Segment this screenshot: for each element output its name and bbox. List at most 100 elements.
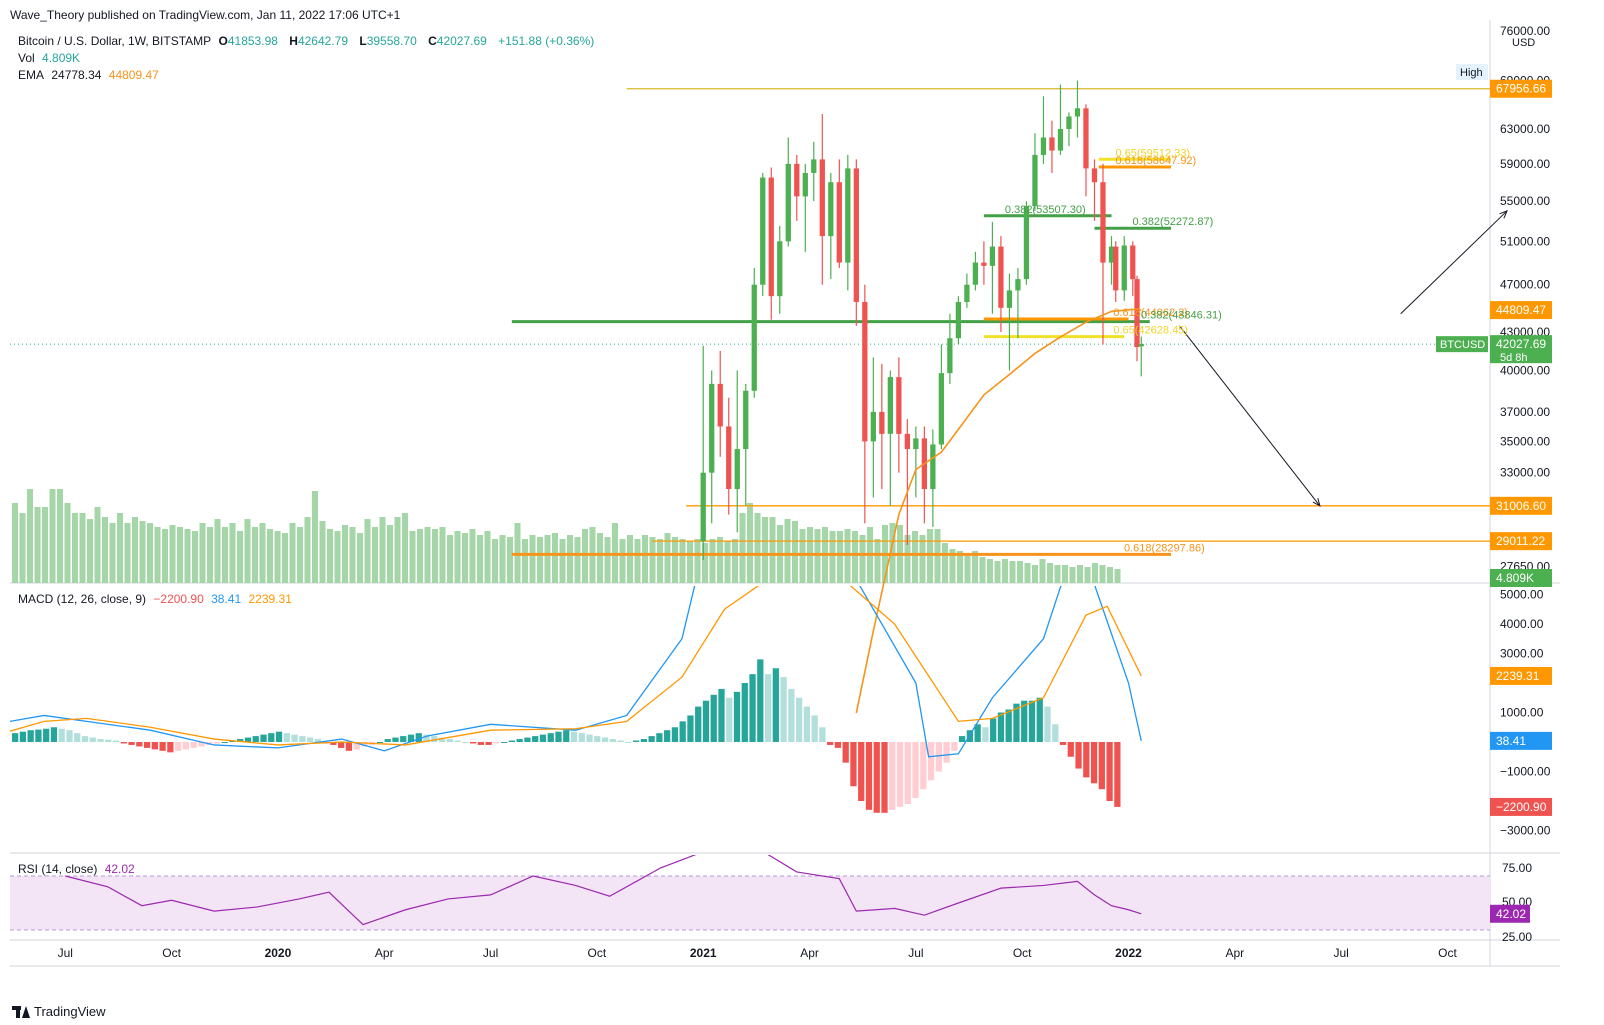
- volume-bar: [87, 519, 93, 583]
- volume-bar: [409, 531, 416, 583]
- candle-body: [955, 301, 962, 339]
- volume-bar: [1017, 561, 1023, 583]
- price-marker: [1490, 496, 1552, 515]
- price-marker-value: 44809.47: [1496, 303, 1546, 317]
- candle-body: [734, 449, 740, 490]
- volume-bar: [229, 523, 236, 583]
- macd-histogram-bar: [314, 739, 321, 742]
- candle-body: [785, 163, 791, 242]
- macd-histogram-bar: [454, 740, 461, 742]
- price-marker: [1490, 532, 1552, 551]
- volume-bar: [102, 517, 108, 583]
- macd-histogram-bar: [384, 739, 391, 742]
- volume-bar: [312, 491, 318, 583]
- macd-histogram-bar: [664, 730, 671, 742]
- volume-bar: [252, 527, 258, 583]
- candle-body: [938, 373, 945, 445]
- volume-bar: [754, 513, 761, 583]
- macd-tick-label: −1000.00: [1500, 765, 1551, 779]
- price-tick-label: 55000.00: [1500, 194, 1550, 208]
- macd-histogram-bar: [1075, 742, 1082, 769]
- macd-histogram-bar: [275, 731, 283, 742]
- macd-histogram-bar: [151, 742, 158, 750]
- macd-histogram-bar: [1036, 697, 1043, 742]
- macd-histogram-bar: [35, 729, 42, 742]
- macd-histogram-bar: [532, 736, 539, 742]
- macd-histogram-bar: [268, 733, 275, 742]
- macd-histogram-bar: [656, 733, 663, 742]
- macd-histogram-bar: [190, 742, 197, 748]
- macd-histogram-bar: [726, 697, 733, 742]
- volume-bar: [342, 525, 348, 583]
- price-tick-label: 63000.00: [1500, 122, 1550, 136]
- price-marker-value: 31006.60: [1496, 499, 1546, 513]
- macd-tick-label: 5000.00: [1500, 588, 1544, 602]
- volume-bar: [694, 539, 701, 583]
- macd-histogram-bar: [1044, 706, 1051, 742]
- price-marker-value: 4.809K: [1496, 571, 1534, 585]
- candle-body: [1040, 137, 1047, 155]
- price-tick-label: 35000.00: [1500, 434, 1550, 448]
- rsi-value: 42.02: [104, 862, 135, 876]
- macd-hist-value: −2200.90: [153, 592, 204, 606]
- time-tick-label: Jul: [483, 946, 498, 960]
- volume-bar: [34, 507, 41, 583]
- macd-marker-value: 2239.31: [1496, 669, 1540, 683]
- volume-label[interactable]: Vol: [18, 51, 35, 65]
- volume-bar: [199, 523, 206, 583]
- macd-histogram-bar: [19, 731, 27, 742]
- fib-annotation: 0.65(42628.45): [1113, 325, 1188, 337]
- macd-label[interactable]: MACD (12, 26, close, 9): [18, 592, 147, 606]
- rsi-marker: [1490, 904, 1530, 923]
- candle-body: [1108, 246, 1115, 263]
- macd-histogram-bar: [601, 737, 609, 742]
- volume-bar: [679, 539, 686, 583]
- macd-histogram-bar: [338, 742, 345, 748]
- macd-signal-value: 2239.31: [248, 592, 292, 606]
- volume-bar: [372, 527, 378, 583]
- candle-body: [998, 246, 1004, 308]
- time-tick-label: Apr: [375, 946, 394, 960]
- macd-histogram-bar: [1021, 700, 1028, 742]
- publish-note: Wave_Theory published on TradingView.com…: [10, 8, 401, 22]
- macd-histogram-bar: [547, 733, 554, 742]
- rsi-label[interactable]: RSI (14, close): [18, 862, 98, 876]
- change-value: +151.88 (+0.36%): [498, 34, 595, 48]
- time-tick-label: Jul: [908, 946, 923, 960]
- macd-histogram-bar: [1052, 724, 1059, 742]
- candle-body: [1074, 108, 1081, 117]
- volume-bar: [1092, 563, 1098, 583]
- macd-histogram-bar: [198, 742, 205, 747]
- volume-bar: [904, 535, 911, 583]
- volume-bar: [177, 527, 183, 583]
- macd-histogram-bar: [446, 739, 453, 742]
- macd-histogram-bar: [407, 734, 415, 742]
- ema-label[interactable]: EMA: [18, 68, 45, 82]
- candle-body: [726, 426, 732, 490]
- macd-histogram-bar: [361, 742, 368, 747]
- candle-body: [828, 182, 834, 237]
- candle-body: [981, 262, 987, 266]
- symbol-title[interactable]: Bitcoin / U.S. Dollar, 1W, BITSTAMP: [18, 34, 212, 48]
- macd-histogram-bar: [780, 677, 787, 742]
- price-marker: [1490, 79, 1552, 98]
- macd-histogram-bar: [392, 737, 399, 742]
- candle-body: [709, 383, 715, 473]
- volume-bar: [357, 533, 363, 583]
- volume-bar: [304, 517, 311, 583]
- volume-bar: [484, 531, 491, 583]
- time-tick-label: Jul: [58, 946, 73, 960]
- volume-bar: [289, 523, 296, 583]
- volume-bar: [792, 521, 798, 583]
- close-label: C: [428, 34, 437, 48]
- candle-body: [1057, 129, 1064, 151]
- volume-bar: [1054, 565, 1061, 583]
- macd-histogram-bar: [958, 736, 966, 742]
- volume-bar: [649, 537, 656, 583]
- high-value: 42642.79: [297, 34, 348, 48]
- candle-body: [972, 262, 979, 285]
- volume-bar: [139, 521, 146, 583]
- volume-bar: [844, 529, 851, 583]
- macd-histogram-bar: [431, 736, 438, 742]
